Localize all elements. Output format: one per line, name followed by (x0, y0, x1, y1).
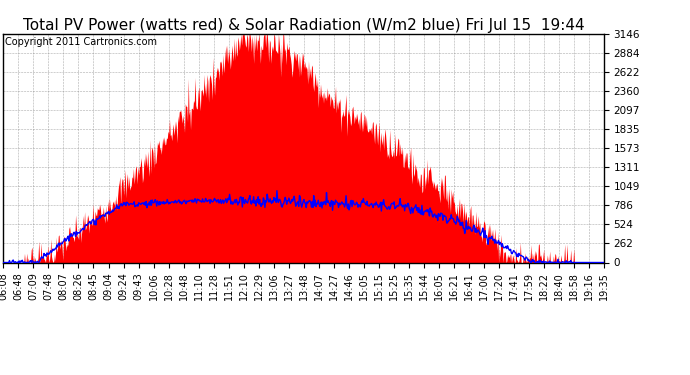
Text: Copyright 2011 Cartronics.com: Copyright 2011 Cartronics.com (5, 37, 157, 47)
Title: Total PV Power (watts red) & Solar Radiation (W/m2 blue) Fri Jul 15  19:44: Total PV Power (watts red) & Solar Radia… (23, 18, 584, 33)
